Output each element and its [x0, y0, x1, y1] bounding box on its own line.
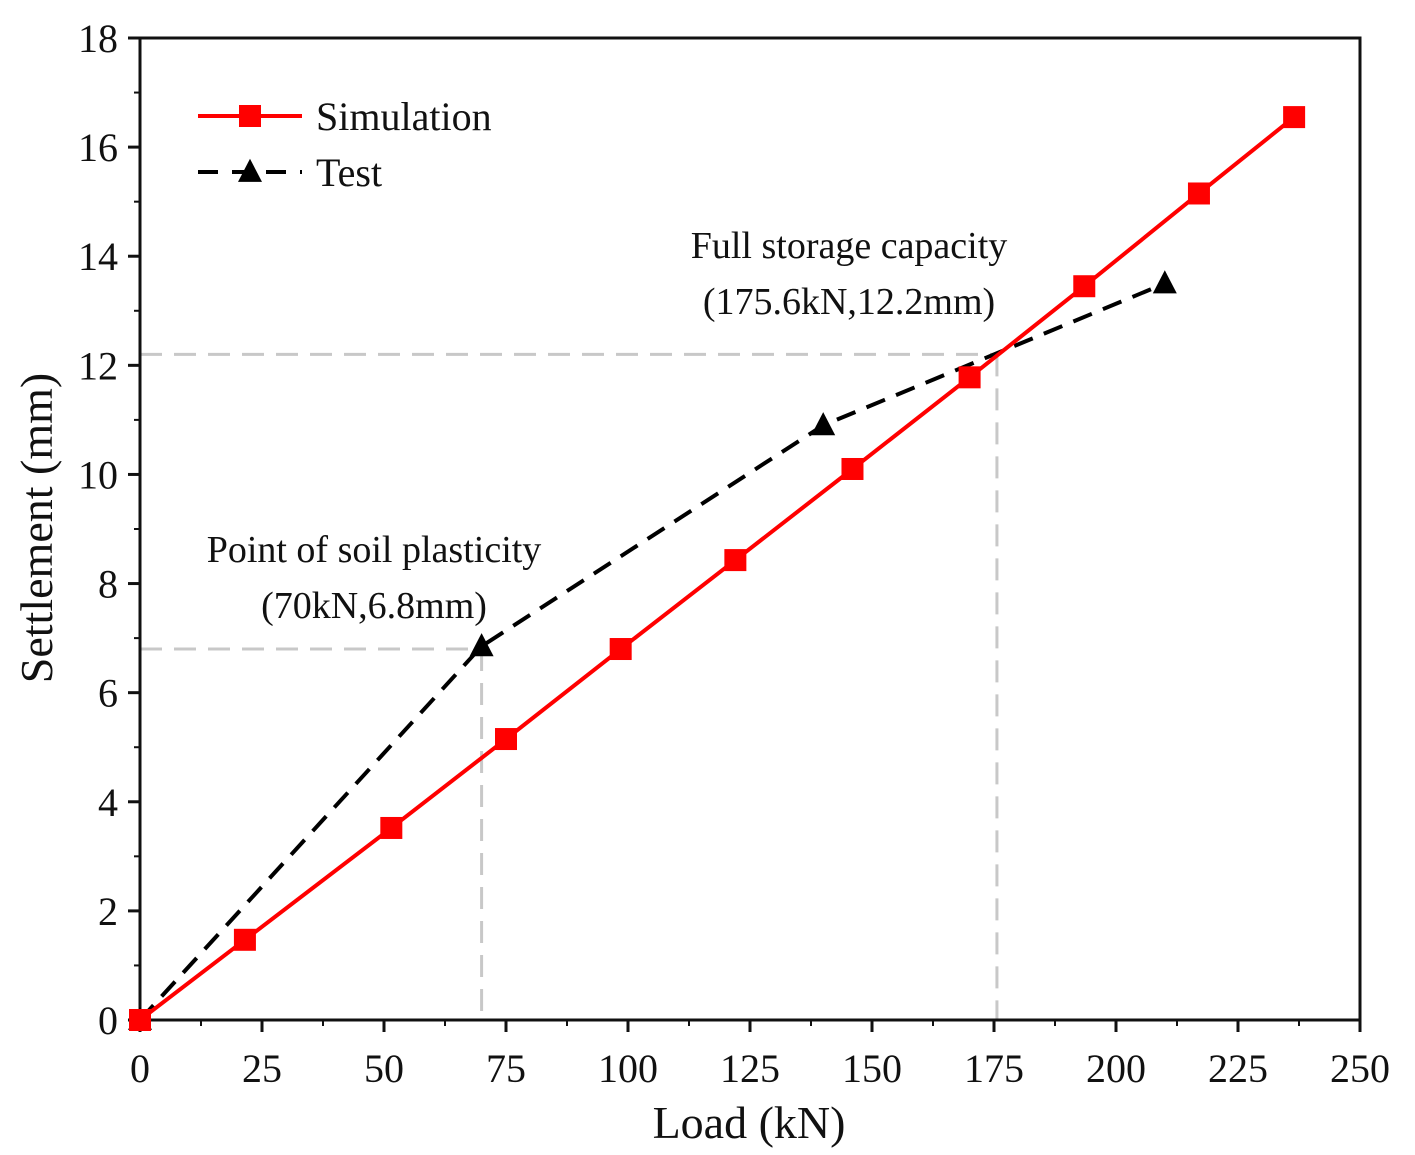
- annotation-text: Full storage capacity: [691, 225, 1008, 267]
- reference-lines: [140, 352, 999, 1020]
- x-axis: 0 25 50 75 100 125 150 175 200 225 250: [130, 1020, 1390, 1091]
- legend: Simulation Test: [198, 94, 492, 195]
- x-tick-label: 250: [1330, 1046, 1390, 1091]
- y-tick-label: 14: [78, 234, 118, 279]
- x-tick-label: 50: [364, 1046, 404, 1091]
- legend-label: Simulation: [316, 94, 492, 139]
- series-simulation: [129, 106, 1306, 1031]
- legend-marker-test: [238, 158, 262, 182]
- data-point-test: [811, 412, 836, 436]
- y-tick-label: 0: [98, 998, 118, 1043]
- y-axis-title: Settlement (mm): [11, 373, 62, 683]
- data-point-simulation: [233, 928, 256, 951]
- x-tick-label: 225: [1208, 1046, 1268, 1091]
- data-point-simulation: [609, 638, 632, 661]
- data-point-simulation: [1283, 106, 1306, 129]
- y-tick-label: 8: [98, 562, 118, 607]
- x-axis-title: Load (kN): [653, 1097, 846, 1148]
- y-tick-label: 2: [98, 889, 118, 934]
- x-tick-label: 200: [1086, 1046, 1146, 1091]
- y-tick-label: 6: [98, 671, 118, 716]
- x-tick-label: 150: [842, 1046, 902, 1091]
- data-point-test: [1152, 270, 1177, 294]
- y-axis: 0 2 4 6 8 10 12 14 16 18: [78, 16, 140, 1043]
- x-tick-label: 125: [720, 1046, 780, 1091]
- data-point-simulation: [1187, 182, 1210, 205]
- data-point-simulation: [958, 366, 981, 389]
- series-layer: [128, 106, 1306, 1031]
- annotation-text: Point of soil plasticity: [207, 529, 542, 571]
- data-point-simulation: [841, 457, 864, 480]
- x-tick-label: 75: [486, 1046, 526, 1091]
- y-tick-label: 4: [98, 780, 118, 825]
- data-point-simulation: [724, 549, 747, 572]
- data-point-simulation: [495, 728, 517, 751]
- data-point-simulation: [1073, 275, 1096, 298]
- legend-marker-simulation: [239, 105, 261, 127]
- data-point-simulation: [129, 1009, 151, 1031]
- y-tick-label: 16: [78, 125, 118, 170]
- legend-item-simulation: Simulation: [198, 94, 492, 139]
- y-tick-label: 12: [78, 343, 118, 388]
- y-tick-label: 10: [78, 452, 118, 497]
- legend-label: Test: [316, 150, 382, 195]
- x-tick-label: 100: [598, 1046, 658, 1091]
- legend-item-test: Test: [198, 150, 382, 195]
- data-point-simulation: [380, 816, 403, 839]
- x-tick-label: 0: [130, 1046, 150, 1091]
- annotations: Point of soil plasticity (70kN,6.8mm) Full…: [207, 225, 1008, 627]
- annotation-text: (70kN,6.8mm): [261, 585, 487, 627]
- series-line-test: [138, 281, 1166, 1022]
- data-point-test: [469, 633, 494, 657]
- x-tick-label: 25: [242, 1046, 282, 1091]
- y-tick-label: 18: [78, 16, 118, 61]
- annotation-text: (175.6kN,12.2mm): [703, 281, 995, 323]
- x-tick-label: 175: [964, 1046, 1024, 1091]
